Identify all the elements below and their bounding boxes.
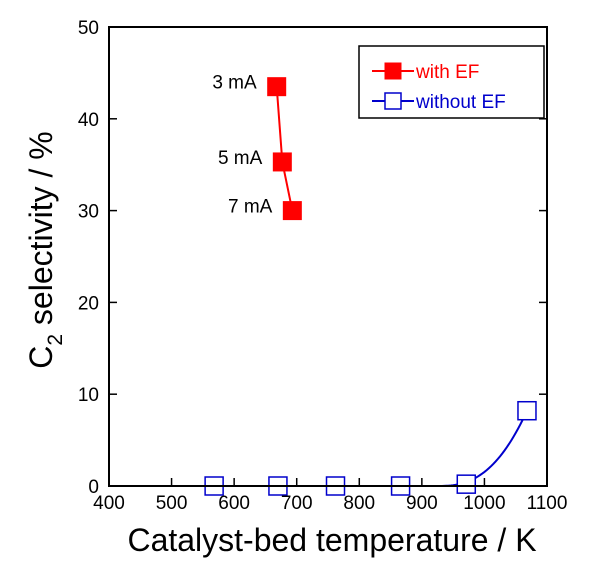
legend-marker-without-ef bbox=[385, 93, 401, 109]
data-point-with-ef bbox=[273, 153, 291, 171]
legend-label-with-ef: with EF bbox=[415, 62, 479, 83]
y-tick-label: 20 bbox=[78, 293, 99, 314]
data-point-with-ef bbox=[283, 202, 301, 220]
legend-marker-with-ef bbox=[385, 63, 401, 79]
point-labels: 3 mA 5 mA 7 mA bbox=[212, 73, 272, 218]
y-axis-label: C2 selectivity / % bbox=[23, 131, 67, 369]
y-tick-label: 40 bbox=[78, 110, 99, 131]
x-tick-label: 600 bbox=[218, 493, 250, 514]
legend: with EF without EF bbox=[359, 46, 544, 118]
data-point-without-ef bbox=[457, 475, 475, 493]
x-tick-label: 800 bbox=[343, 493, 375, 514]
data-point-with-ef bbox=[268, 78, 286, 96]
fit-curves bbox=[277, 87, 527, 486]
x-tick-label: 700 bbox=[281, 493, 313, 514]
y-tick-label: 10 bbox=[78, 385, 99, 406]
x-axis-label: Catalyst-bed temperature / K bbox=[127, 522, 536, 558]
y-tick-label: 50 bbox=[78, 18, 99, 39]
data-points bbox=[205, 78, 536, 495]
legend-label-without-ef: without EF bbox=[415, 92, 506, 113]
y-axis-label-main: C bbox=[23, 346, 59, 369]
y-tick-label: 30 bbox=[78, 202, 99, 223]
point-label: 7 mA bbox=[228, 197, 273, 218]
y-axis-label-rest: selectivity / % bbox=[23, 131, 59, 334]
series-line-without-ef bbox=[438, 411, 527, 486]
series-line-with-ef bbox=[277, 87, 293, 211]
x-tick-label: 1100 bbox=[527, 493, 568, 514]
x-tick-label: 900 bbox=[406, 493, 438, 514]
point-label: 3 mA bbox=[212, 73, 257, 94]
data-point-without-ef bbox=[518, 402, 536, 420]
x-tick-label: 1000 bbox=[463, 493, 505, 514]
x-tick-label: 500 bbox=[156, 493, 188, 514]
y-tick-label: 0 bbox=[88, 477, 99, 498]
point-label: 5 mA bbox=[218, 148, 263, 169]
y-axis-label-subscript: 2 bbox=[44, 334, 67, 346]
